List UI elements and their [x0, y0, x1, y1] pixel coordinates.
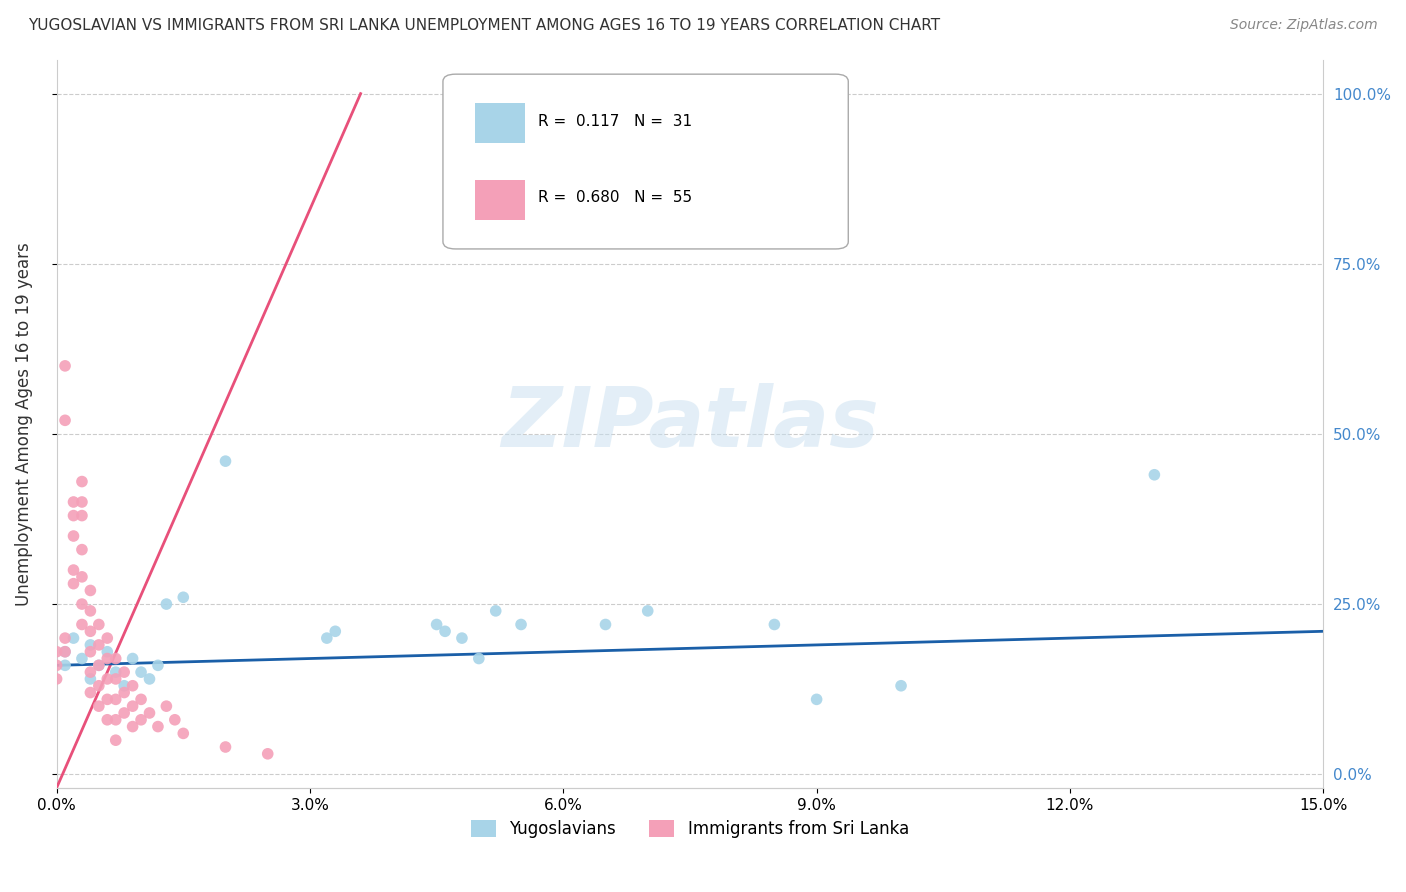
Point: [96, 651, 118, 665]
Point: [138, 706, 160, 720]
Point: [53, 658, 76, 673]
Point: [890, 679, 912, 693]
Point: [70, 570, 93, 584]
Point: [112, 665, 135, 680]
Point: [104, 713, 127, 727]
FancyBboxPatch shape: [443, 74, 848, 249]
Point: [53, 413, 76, 427]
Point: [214, 454, 236, 468]
Point: [121, 720, 143, 734]
Point: [62, 576, 84, 591]
Point: [70, 542, 93, 557]
Point: [87, 638, 110, 652]
Text: YUGOSLAVIAN VS IMMIGRANTS FROM SRI LANKA UNEMPLOYMENT AMONG AGES 16 TO 19 YEARS : YUGOSLAVIAN VS IMMIGRANTS FROM SRI LANKA…: [28, 18, 941, 33]
Point: [79, 638, 101, 652]
Point: [121, 651, 143, 665]
Legend: Yugoslavians, Immigrants from Sri Lanka: Yugoslavians, Immigrants from Sri Lanka: [464, 814, 915, 845]
Point: [96, 713, 118, 727]
Point: [146, 658, 169, 673]
Point: [426, 617, 449, 632]
Point: [763, 617, 786, 632]
Point: [485, 604, 508, 618]
Point: [129, 713, 152, 727]
Text: ZIPatlas: ZIPatlas: [501, 384, 879, 464]
Point: [129, 692, 152, 706]
Point: [595, 617, 617, 632]
Point: [62, 529, 84, 543]
Point: [104, 733, 127, 747]
Text: R =  0.117   N =  31: R = 0.117 N = 31: [538, 114, 692, 129]
Point: [70, 495, 93, 509]
Point: [451, 631, 474, 645]
Point: [87, 679, 110, 693]
Point: [70, 617, 93, 632]
Point: [146, 720, 169, 734]
Point: [434, 624, 457, 639]
Point: [62, 495, 84, 509]
Point: [79, 645, 101, 659]
Point: [70, 508, 93, 523]
Point: [79, 672, 101, 686]
Point: [510, 617, 533, 632]
Text: Source: ZipAtlas.com: Source: ZipAtlas.com: [1230, 18, 1378, 32]
Y-axis label: Unemployment Among Ages 16 to 19 years: Unemployment Among Ages 16 to 19 years: [15, 242, 32, 606]
Point: [172, 726, 194, 740]
Point: [70, 651, 93, 665]
Point: [96, 645, 118, 659]
Point: [315, 631, 337, 645]
Point: [45, 672, 67, 686]
Point: [138, 672, 160, 686]
Point: [96, 631, 118, 645]
Point: [53, 645, 76, 659]
Point: [104, 651, 127, 665]
Point: [1143, 467, 1166, 482]
Point: [79, 604, 101, 618]
Point: [62, 508, 84, 523]
Point: [96, 672, 118, 686]
Point: [155, 699, 177, 714]
FancyBboxPatch shape: [475, 180, 526, 219]
Point: [79, 583, 101, 598]
Point: [96, 692, 118, 706]
Point: [79, 624, 101, 639]
Point: [87, 617, 110, 632]
Point: [45, 645, 67, 659]
Point: [104, 692, 127, 706]
Point: [468, 651, 491, 665]
Point: [155, 597, 177, 611]
Point: [806, 692, 828, 706]
Point: [121, 699, 143, 714]
Point: [121, 679, 143, 693]
Point: [62, 563, 84, 577]
Point: [87, 658, 110, 673]
Point: [104, 672, 127, 686]
Point: [53, 645, 76, 659]
Point: [256, 747, 278, 761]
Point: [323, 624, 346, 639]
Point: [62, 631, 84, 645]
Point: [45, 658, 67, 673]
Point: [112, 685, 135, 699]
Point: [129, 665, 152, 680]
Point: [70, 597, 93, 611]
Point: [87, 699, 110, 714]
Point: [79, 665, 101, 680]
Point: [163, 713, 186, 727]
Point: [87, 658, 110, 673]
FancyBboxPatch shape: [475, 103, 526, 144]
Point: [104, 665, 127, 680]
Text: R =  0.680   N =  55: R = 0.680 N = 55: [538, 191, 692, 205]
Point: [214, 739, 236, 754]
Point: [112, 706, 135, 720]
Point: [172, 591, 194, 605]
Point: [79, 685, 101, 699]
Point: [70, 475, 93, 489]
Point: [53, 631, 76, 645]
Point: [53, 359, 76, 373]
Point: [637, 604, 659, 618]
Point: [112, 679, 135, 693]
